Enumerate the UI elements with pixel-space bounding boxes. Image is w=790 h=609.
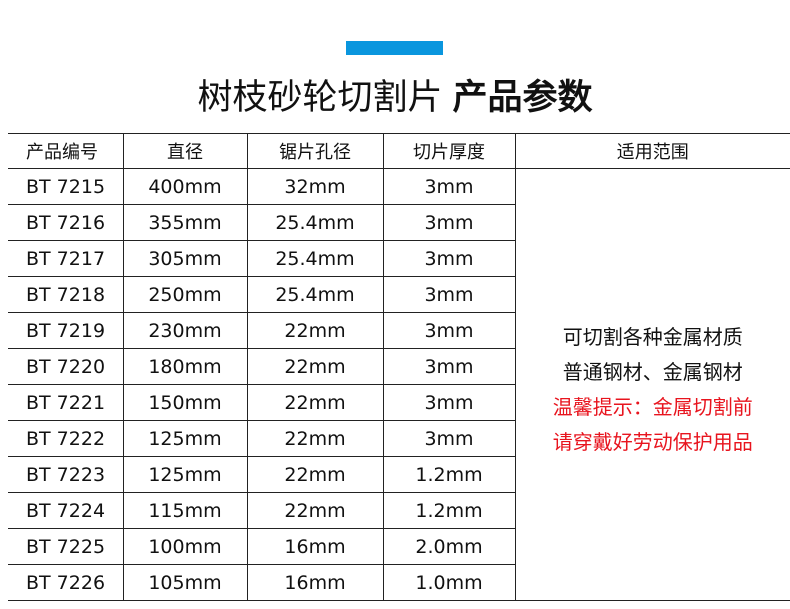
cell-diameter: 400mm: [122, 168, 248, 205]
cell-diameter: 150mm: [122, 384, 248, 421]
header-scope: 适用范围: [514, 133, 790, 169]
cell-thickness: 3mm: [382, 312, 515, 349]
cell-thickness: 3mm: [382, 348, 515, 385]
cell-model: BT 7215: [8, 168, 124, 205]
table-row: BT 7219 230mm 22mm 3mm: [8, 312, 790, 349]
accent-bar: [346, 41, 443, 55]
table-row: BT 7217 305mm 25.4mm 3mm: [8, 240, 790, 277]
cell-diameter: 125mm: [122, 420, 248, 457]
cell-bore: 25.4mm: [246, 276, 384, 313]
cell-thickness: 1.2mm: [382, 492, 515, 529]
cell-thickness: 2.0mm: [382, 528, 515, 565]
cell-thickness: 3mm: [382, 240, 515, 277]
table-header-row: 产品编号 直径 锯片孔径 切片厚度 适用范围: [8, 133, 790, 169]
spec-table: 产品编号 直径 锯片孔径 切片厚度 适用范围 BT 7215 400mm 32mm 3…: [8, 133, 790, 601]
table-row: BT 7220 180mm 22mm 3mm: [8, 348, 790, 385]
title-bold: 产品参数: [452, 78, 593, 118]
cell-model: BT 7218: [8, 276, 124, 313]
table-row: BT 7225 100mm 16mm 2.0mm: [8, 528, 790, 565]
header-bore: 锯片孔径: [246, 133, 384, 169]
page-title: 树枝砂轮切割片 产品参数: [0, 74, 790, 122]
cell-bore: 22mm: [246, 312, 384, 349]
scope-cell: 可切割各种金属材质 普通钢材、金属钢材 温馨提示：金属切割前 请穿戴好劳动保护用品: [514, 168, 790, 601]
cell-bore: 22mm: [246, 420, 384, 457]
header-thickness: 切片厚度: [382, 133, 516, 169]
cell-diameter: 105mm: [122, 564, 248, 601]
scope-warning1: 温馨提示：金属切割前: [552, 394, 753, 419]
cell-diameter: 230mm: [122, 312, 248, 349]
cell-bore: 25.4mm: [246, 240, 384, 277]
cell-bore: 16mm: [246, 528, 384, 565]
cell-thickness: 3mm: [382, 168, 516, 205]
table-row: BT 7223 125mm 22mm 1.2mm: [8, 456, 790, 493]
cell-bore: 16mm: [246, 564, 384, 601]
cell-model: BT 7221: [8, 384, 124, 421]
scope-line2: 普通钢材、金属钢材: [562, 359, 743, 384]
cell-diameter: 180mm: [122, 348, 248, 385]
cell-bore: 22mm: [246, 348, 384, 385]
cell-model: BT 7226: [8, 564, 124, 601]
cell-model: BT 7219: [8, 312, 124, 349]
cell-model: BT 7217: [8, 240, 124, 277]
cell-model: BT 7222: [8, 420, 124, 457]
cell-bore: 22mm: [246, 456, 384, 493]
cell-model: BT 7225: [8, 528, 124, 565]
cell-diameter: 115mm: [122, 492, 248, 529]
scope-warning2: 请穿戴好劳动保护用品: [552, 429, 753, 454]
table-row: BT 7226 105mm 16mm 1.0mm: [8, 564, 790, 601]
cell-diameter: 100mm: [122, 528, 248, 565]
cell-thickness: 1.2mm: [382, 456, 515, 493]
cell-thickness: 3mm: [382, 276, 515, 313]
cell-model: BT 7224: [8, 492, 124, 529]
cell-thickness: 3mm: [382, 384, 515, 421]
cell-bore: 25.4mm: [246, 204, 384, 241]
table-row: BT 7218 250mm 25.4mm 3mm: [8, 276, 790, 313]
cell-diameter: 125mm: [122, 456, 248, 493]
cell-diameter: 305mm: [122, 240, 248, 277]
cell-model: BT 7216: [8, 204, 124, 241]
cell-diameter: 355mm: [122, 204, 248, 241]
table-row: BT 7215 400mm 32mm 3mm 可切割各种金属材质 普通钢材、金属钢材 温馨提…: [8, 168, 790, 601]
cell-diameter: 250mm: [122, 276, 248, 313]
cell-thickness: 1.0mm: [382, 564, 515, 601]
cell-model: BT 7223: [8, 456, 124, 493]
header-diameter: 直径: [122, 133, 248, 169]
cell-bore: 22mm: [246, 492, 384, 529]
title-main: 树枝砂轮切割片: [197, 78, 443, 118]
cell-thickness: 3mm: [382, 204, 515, 241]
cell-model: BT 7220: [8, 348, 124, 385]
cell-bore: 32mm: [246, 168, 384, 205]
cell-thickness: 3mm: [382, 420, 515, 457]
cell-bore: 22mm: [246, 384, 384, 421]
header-model: 产品编号: [8, 133, 124, 169]
scope-line1: 可切割各种金属材质: [562, 324, 743, 349]
